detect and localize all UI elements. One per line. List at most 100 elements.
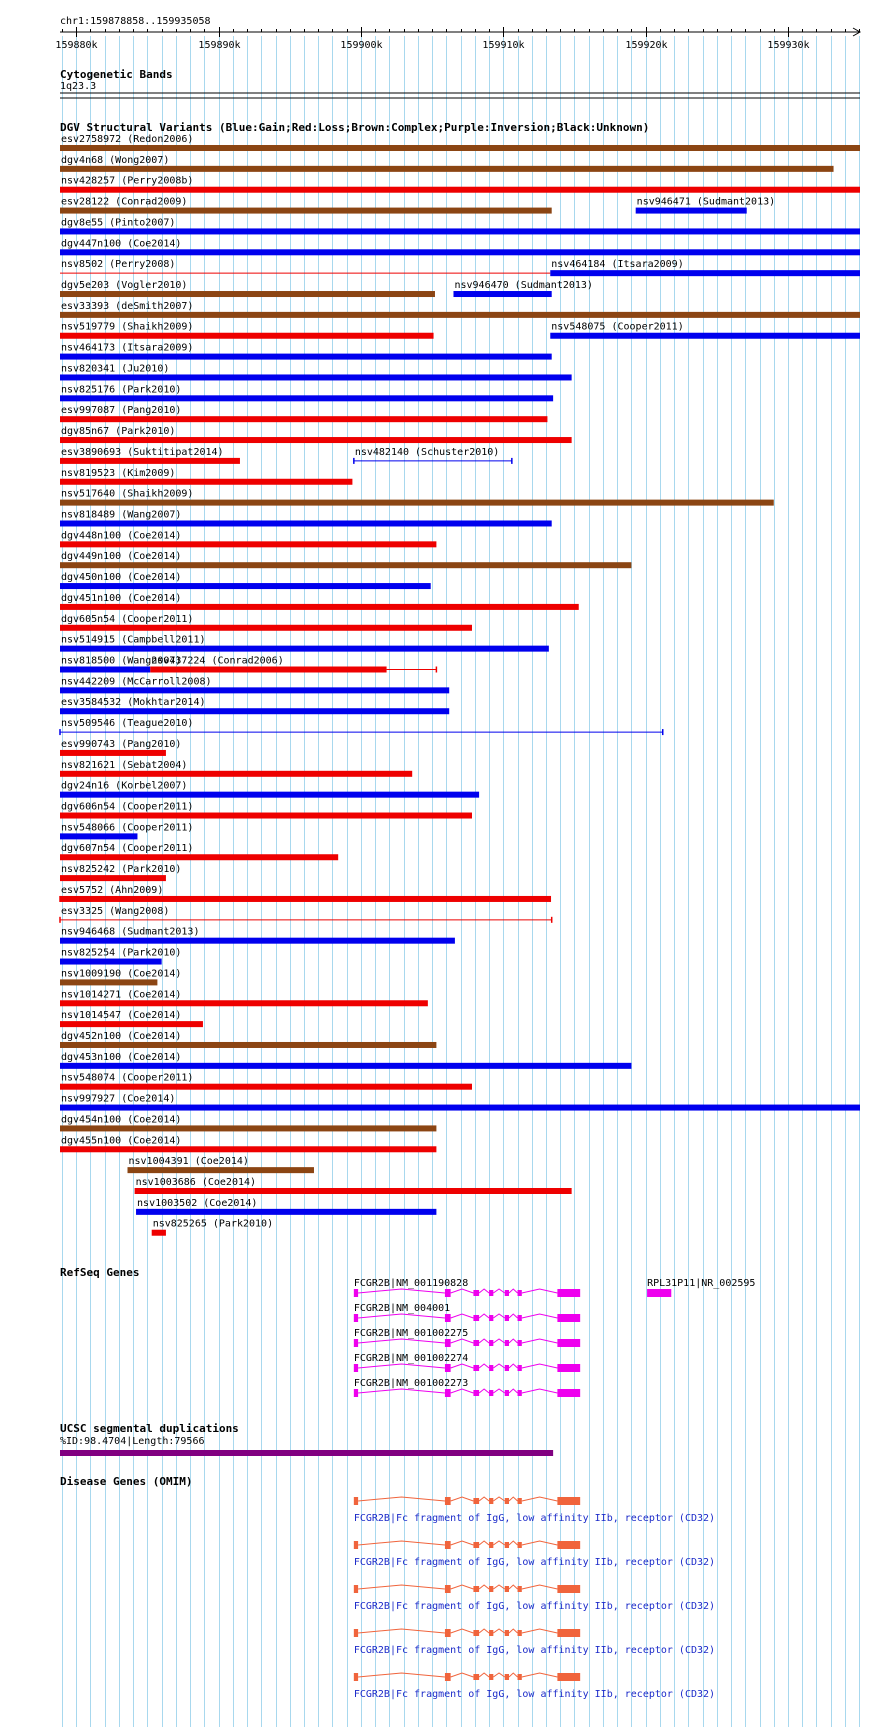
- dgv-feature-nsv825242[interactable]: nsv825242 (Park2010): [60, 864, 181, 882]
- dgv-feature-label: nsv548075 (Cooper2011): [551, 322, 683, 333]
- dgv-track[interactable]: DGV Structural Variants (Blue:Gain;Red:L…: [59, 121, 860, 1236]
- dgv-feature-label: nsv1003686 (Coe2014): [136, 1177, 256, 1188]
- dgv-feature-nsv1014271[interactable]: nsv1014271 (Coe2014): [60, 989, 428, 1007]
- dgv-feature-label: nsv825254 (Park2010): [61, 948, 181, 959]
- dgv-feature-bar: [60, 374, 572, 381]
- dgv-feature-nsv482140[interactable]: nsv482140 (Schuster2010): [353, 447, 513, 464]
- omim-entry-label[interactable]: FCGR2B|Fc fragment of IgG, low affinity …: [354, 1513, 715, 1524]
- dgv-feature-dgv24n16[interactable]: dgv24n16 (Korbel2007): [60, 781, 480, 798]
- dgv-feature-nsv509546[interactable]: nsv509546 (Teague2010): [59, 718, 664, 736]
- segdup-bar[interactable]: [60, 1450, 554, 1456]
- dgv-feature-dgv8e55[interactable]: dgv8e55 (Pinto2007): [60, 217, 860, 235]
- dgv-feature-esv3325[interactable]: esv3325 (Wang2008): [59, 906, 553, 923]
- dgv-feature-dgv606n54[interactable]: dgv606n54 (Cooper2011): [60, 802, 472, 819]
- dgv-feature-dgv450n100[interactable]: dgv450n100 (Coe2014): [60, 572, 431, 590]
- refseq-transcript[interactable]: FCGR2B|NM_004001: [353, 1303, 581, 1322]
- dgv-feature-nsv548066[interactable]: nsv548066 (Cooper2011): [60, 822, 193, 840]
- dgv-feature-esv990743[interactable]: esv990743 (Pang2010): [60, 739, 181, 756]
- dgv-feature-nsv1004391[interactable]: nsv1004391 (Coe2014): [127, 1156, 314, 1174]
- dgv-feature-nsv514915[interactable]: nsv514915 (Campbell2011): [60, 635, 549, 652]
- dgv-feature-dgv455n100[interactable]: dgv455n100 (Coe2014): [60, 1135, 437, 1153]
- gene-exon: [504, 1674, 509, 1680]
- dgv-feature-nsv819523[interactable]: nsv819523 (Kim2009): [60, 468, 353, 485]
- dgv-feature-nsv1003502[interactable]: nsv1003502 (Coe2014): [136, 1198, 437, 1215]
- omim-entry-label[interactable]: FCGR2B|Fc fragment of IgG, low affinity …: [354, 1601, 715, 1612]
- dgv-feature-esv997087[interactable]: esv997087 (Pang2010): [60, 405, 548, 423]
- dgv-feature-nsv1003686[interactable]: nsv1003686 (Coe2014): [134, 1177, 572, 1194]
- dgv-feature-dgv454n100[interactable]: dgv454n100 (Coe2014): [60, 1114, 437, 1132]
- dgv-feature-esv33393[interactable]: esv33393 (deSmith2007): [60, 301, 860, 318]
- refseq-track[interactable]: RefSeq Genes FCGR2B|NM_001190828FCGR2B|N…: [60, 1266, 755, 1397]
- dgv-feature-esv2758972[interactable]: esv2758972 (Redon2006): [60, 134, 860, 151]
- omim-entry[interactable]: FCGR2B|Fc fragment of IgG, low affinity …: [353, 1628, 715, 1656]
- dgv-feature-nsv946471[interactable]: nsv946471 (Sudmant2013): [635, 197, 775, 214]
- dgv-feature-esv5752[interactable]: esv5752 (Ahn2009): [59, 885, 552, 902]
- gene-exon: [517, 1390, 522, 1396]
- dgv-feature-nsv821621[interactable]: nsv821621 (Sebat2004): [60, 760, 413, 777]
- dgv-feature-esv28122[interactable]: esv28122 (Conrad2009): [60, 197, 552, 214]
- dgv-feature-esv3890693[interactable]: esv3890693 (Suktitipat2014): [60, 447, 240, 464]
- refseq-transcript[interactable]: FCGR2B|NM_001190828: [353, 1278, 581, 1297]
- ruler[interactable]: chr1:159878858..159935058 159880k 159890k…: [55, 16, 862, 51]
- dgv-feature-nsv818489[interactable]: nsv818489 (Wang2007): [60, 509, 552, 527]
- cytoband-track[interactable]: Cytogenetic Bands 1q23.3: [60, 68, 860, 99]
- dgv-feature-dgv449n100[interactable]: dgv449n100 (Coe2014): [60, 551, 632, 569]
- gene-intron: [508, 1584, 518, 1590]
- dgv-feature-bar: [150, 666, 387, 673]
- gene-exon: [504, 1498, 509, 1504]
- dgv-feature-nsv548074[interactable]: nsv548074 (Cooper2011): [60, 1073, 472, 1090]
- refseq-transcript-rpl31p11[interactable]: RPL31P11|NR_002595: [647, 1278, 755, 1297]
- dgv-feature-nsv825265[interactable]: nsv825265 (Park2010): [151, 1219, 273, 1236]
- dgv-feature-nsv428257[interactable]: nsv428257 (Perry2008b): [60, 176, 860, 193]
- dgv-feature-nsv464173[interactable]: nsv464173 (Itsara2009): [60, 343, 552, 360]
- dgv-feature-nsv8502[interactable]: nsv8502 (Perry2008): [60, 259, 551, 274]
- omim-entry[interactable]: FCGR2B|Fc fragment of IgG, low affinity …: [353, 1540, 715, 1568]
- refseq-transcript[interactable]: FCGR2B|NM_001002275: [353, 1328, 581, 1347]
- dgv-feature-nsv997927[interactable]: nsv997927 (Coe2014): [60, 1094, 860, 1111]
- dgv-feature-bar: [60, 708, 450, 715]
- dgv-feature-nsv517640[interactable]: nsv517640 (Shaikh2009): [60, 489, 774, 506]
- dgv-feature-nsv818500[interactable]: nsv818500 (Wang2007): [60, 656, 181, 673]
- dgv-feature-nsv820341[interactable]: nsv820341 (Ju2010): [60, 363, 572, 381]
- dgv-feature-label: esv28122 (Conrad2009): [61, 197, 187, 208]
- dgv-feature-label: esv3890693 (Suktitipat2014): [61, 447, 224, 458]
- omim-entry-label[interactable]: FCGR2B|Fc fragment of IgG, low affinity …: [354, 1645, 715, 1656]
- dgv-feature-dgv447n100[interactable]: dgv447n100 (Coe2014): [60, 238, 860, 256]
- segdup-track[interactable]: UCSC segmental duplications %ID:98.4704|…: [60, 1422, 554, 1456]
- dgv-feature-nsv946468[interactable]: nsv946468 (Sudmant2013): [60, 927, 455, 944]
- omim-entry-label[interactable]: FCGR2B|Fc fragment of IgG, low affinity …: [354, 1557, 715, 1568]
- dgv-feature-nsv1009190[interactable]: nsv1009190 (Coe2014): [60, 968, 181, 986]
- dgv-feature-dgv451n100[interactable]: dgv451n100 (Coe2014): [60, 593, 579, 610]
- dgv-feature-dgv5e203[interactable]: dgv5e203 (Vogler2010): [60, 280, 435, 298]
- gene-intron: [478, 1584, 490, 1590]
- dgv-feature-dgv605n54[interactable]: dgv605n54 (Cooper2011): [60, 614, 472, 631]
- dgv-feature-dgv452n100[interactable]: dgv452n100 (Coe2014): [60, 1031, 437, 1048]
- dgv-feature-dgv448n100[interactable]: dgv448n100 (Coe2014): [60, 530, 437, 548]
- omim-entry[interactable]: FCGR2B|Fc fragment of IgG, low affinity …: [353, 1584, 715, 1612]
- refseq-transcript[interactable]: FCGR2B|NM_001002273: [353, 1378, 581, 1397]
- dgv-feature-bar: [60, 437, 572, 444]
- omim-track[interactable]: Disease Genes (OMIM) FCGR2B|Fc fragment …: [60, 1475, 715, 1700]
- refseq-transcript[interactable]: FCGR2B|NM_001002274: [353, 1353, 581, 1372]
- dgv-feature-dgv4n68[interactable]: dgv4n68 (Wong2007): [60, 155, 834, 172]
- dgv-feature-nsv825254[interactable]: nsv825254 (Park2010): [60, 948, 181, 965]
- dgv-feature-nsv437224[interactable]: nsv437224 (Conrad2006): [150, 656, 438, 673]
- dgv-feature-nsv548075[interactable]: nsv548075 (Cooper2011): [550, 322, 860, 339]
- gene-exon: [444, 1541, 451, 1549]
- dgv-feature-esv3584532[interactable]: esv3584532 (Mokhtar2014): [60, 697, 450, 715]
- gene-intron: [450, 1313, 474, 1319]
- dgv-feature-nsv442209[interactable]: nsv442209 (McCarroll2008): [60, 676, 450, 694]
- dgv-feature-dgv453n100[interactable]: dgv453n100 (Coe2014): [60, 1052, 632, 1069]
- dgv-feature-dgv85n67[interactable]: dgv85n67 (Park2010): [60, 426, 572, 444]
- dgv-feature-nsv464184[interactable]: nsv464184 (Itsara2009): [550, 259, 860, 277]
- omim-entry[interactable]: FCGR2B|Fc fragment of IgG, low affinity …: [353, 1496, 715, 1524]
- dgv-feature-nsv946470[interactable]: nsv946470 (Sudmant2013): [453, 280, 593, 298]
- dgv-feature-dgv607n54[interactable]: dgv607n54 (Cooper2011): [60, 843, 339, 861]
- omim-entry-label[interactable]: FCGR2B|Fc fragment of IgG, low affinity …: [354, 1689, 715, 1700]
- gene-intron: [478, 1496, 490, 1502]
- dgv-feature-nsv519779[interactable]: nsv519779 (Shaikh2009): [60, 322, 434, 339]
- dgv-feature-nsv825176[interactable]: nsv825176 (Park2010): [60, 384, 554, 402]
- omim-entry[interactable]: FCGR2B|Fc fragment of IgG, low affinity …: [353, 1672, 715, 1700]
- dgv-feature-label: dgv452n100 (Coe2014): [61, 1031, 181, 1042]
- dgv-feature-nsv1014547[interactable]: nsv1014547 (Coe2014): [60, 1010, 203, 1028]
